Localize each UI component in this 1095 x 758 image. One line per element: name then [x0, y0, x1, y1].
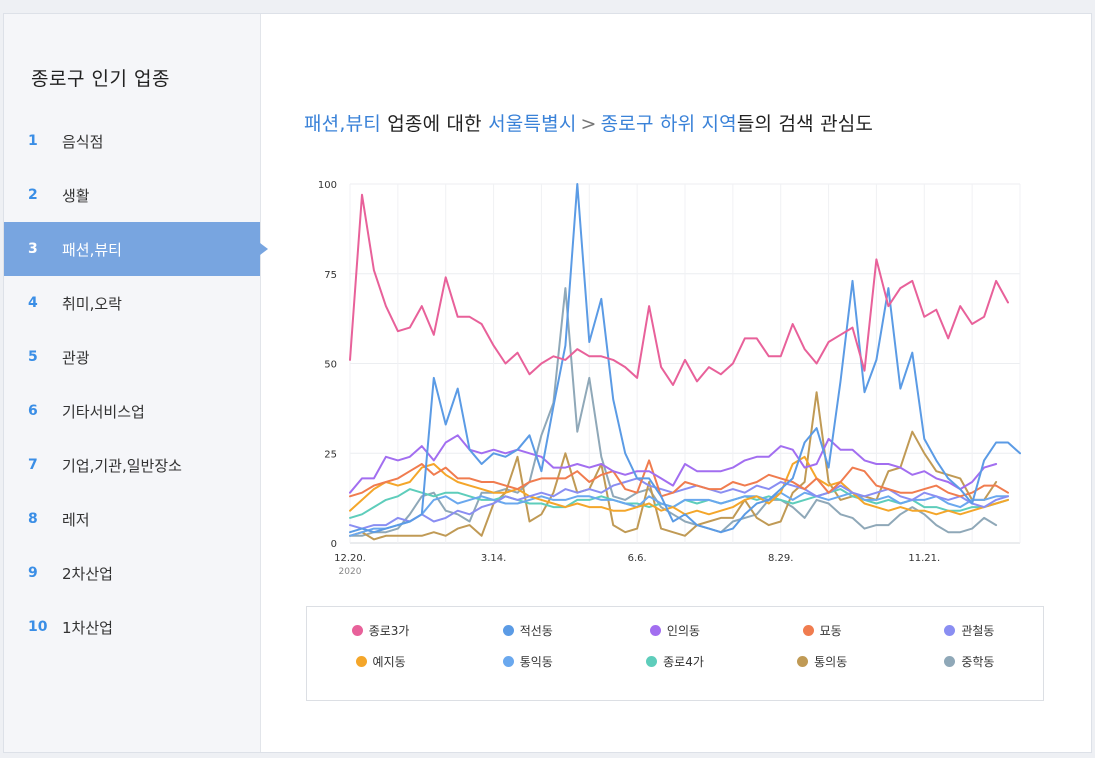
sidebar-item-4[interactable]: 4 취미,오락 [4, 276, 260, 330]
legend-label: 종로4가 [663, 655, 704, 669]
sidebar-item-number: 6 [28, 403, 38, 419]
sidebar: 종로구 인기 업종 1 음식점 2 생활 3 패션,뷰티 4 취미,오락 5 관광 6 기타서비스업 7… [4, 14, 268, 752]
sidebar-item-label: 생활 [62, 186, 90, 205]
series-line [349, 477, 1009, 530]
legend-item[interactable]: 묘동 [749, 623, 896, 638]
legend-item[interactable]: 통의동 [749, 654, 896, 669]
legend-dot-icon [797, 656, 809, 667]
y-tick-label: 75 [324, 270, 337, 281]
sidebar-item-8[interactable]: 8 레저 [4, 492, 260, 546]
legend-label: 종로3가 [368, 624, 410, 638]
y-tick-label: 25 [324, 449, 337, 460]
legend-dot-icon [646, 656, 658, 667]
legend-label: 중학동 [961, 655, 995, 669]
series-line [349, 491, 1009, 537]
legend-label: 관철동 [961, 624, 995, 638]
sidebar-menu: 1 음식점 2 생활 3 패션,뷰티 4 취미,오락 5 관광 6 기타서비스업 7 기업,기관,일반장소… [4, 114, 268, 654]
sidebar-item-6[interactable]: 6 기타서비스업 [4, 384, 260, 438]
x-tick-label: 6.6. [628, 553, 647, 564]
series-line [349, 391, 998, 541]
legend-item[interactable]: 예지동 [307, 654, 454, 669]
sidebar-title: 종로구 인기 업종 [31, 68, 170, 90]
legend-dot-icon [944, 656, 956, 667]
chart-heading: 패션,뷰티 업종에 대한 서울특별시 > 종로구 하위 지역들의 검색 관심도 [304, 109, 873, 136]
legend-item[interactable]: 통익동 [454, 654, 601, 669]
sidebar-item-number: 9 [28, 565, 38, 581]
sidebar-item-number: 8 [28, 511, 38, 527]
y-tick-label: 100 [318, 180, 337, 191]
x-tick-label: 3.14. [481, 553, 506, 564]
x-tick-sublabel: 2020 [339, 567, 362, 577]
legend-item[interactable]: 적선동 [454, 623, 601, 638]
heading-category: 패션,뷰티 [304, 113, 381, 135]
heading-text-1: 업종에 대한 [380, 113, 489, 135]
sidebar-item-label: 2차산업 [62, 564, 113, 583]
sidebar-item-5[interactable]: 5 관광 [4, 330, 260, 384]
sidebar-item-label: 관광 [62, 348, 90, 367]
sidebar-item-9[interactable]: 9 2차산업 [4, 546, 260, 600]
legend-label: 통익동 [519, 655, 553, 669]
x-tick-label: 11.21. [908, 553, 940, 564]
sidebar-item-label: 기타서비스업 [62, 402, 145, 421]
legend-dot-icon [944, 625, 956, 636]
legend-dot-icon [802, 625, 814, 636]
series-line [349, 434, 998, 494]
legend-dot-icon [355, 656, 367, 667]
legend-item[interactable]: 종로4가 [601, 654, 748, 669]
sidebar-item-number: 4 [28, 295, 38, 311]
heading-region: 서울특별시 [488, 113, 577, 135]
heading-subregion: 종로구 하위 지역 [600, 113, 737, 135]
legend-item[interactable]: 종로3가 [307, 623, 454, 638]
legend-dot-icon [502, 656, 514, 667]
legend-label: 예지동 [372, 655, 406, 669]
sidebar-item-label: 레저 [62, 510, 90, 529]
legend-item[interactable]: 관철동 [896, 623, 1043, 638]
sidebar-item-number: 10 [28, 619, 48, 635]
series-line [349, 193, 1009, 386]
sidebar-item-label: 음식점 [62, 132, 104, 151]
series-line [349, 459, 1009, 498]
sidebar-item-number: 2 [28, 187, 38, 203]
sidebar-item-label: 1차산업 [62, 618, 113, 637]
sidebar-item-2[interactable]: 2 생활 [4, 168, 260, 222]
sidebar-item-number: 5 [28, 349, 38, 365]
series-line [349, 287, 998, 537]
legend-item[interactable]: 중학동 [896, 654, 1043, 669]
y-tick-label: 50 [324, 360, 337, 371]
sidebar-item-number: 7 [28, 457, 38, 473]
heading-text-2: 들의 검색 관심도 [736, 113, 874, 135]
legend-dot-icon [502, 625, 514, 636]
y-tick-label: 0 [331, 539, 337, 550]
sidebar-item-7[interactable]: 7 기업,기관,일반장소 [4, 438, 260, 492]
sidebar-item-number: 1 [28, 133, 38, 149]
line-chart: 0 25 50 75 100 12.20. 2020 3.14. 6.6. 8.29. 11.21. [318, 180, 1021, 577]
legend-item[interactable]: 인의동 [601, 623, 748, 638]
legend-label: 인의동 [666, 624, 701, 638]
sidebar-item-number: 3 [28, 241, 38, 257]
series-line [349, 455, 1009, 516]
sidebar-item-10[interactable]: 10 1차산업 [4, 600, 260, 654]
sidebar-item-label: 취미,오락 [62, 294, 122, 313]
legend-label: 통의동 [814, 655, 848, 669]
legend-label: 적선동 [519, 624, 553, 638]
sidebar-item-3[interactable]: 3 패션,뷰티 [4, 222, 268, 276]
sidebar-item-1[interactable]: 1 음식점 [4, 114, 260, 168]
legend-label: 묘동 [819, 624, 842, 638]
legend-dot-icon [649, 625, 661, 636]
heading-separator: > [580, 113, 597, 135]
x-tick-label: 12.20. [334, 553, 366, 564]
x-tick-label: 8.29. [768, 553, 793, 564]
sidebar-item-label: 기업,기관,일반장소 [62, 456, 182, 475]
sidebar-item-label: 패션,뷰티 [62, 240, 122, 259]
series-line [349, 183, 1021, 534]
legend-dot-icon [351, 625, 363, 636]
